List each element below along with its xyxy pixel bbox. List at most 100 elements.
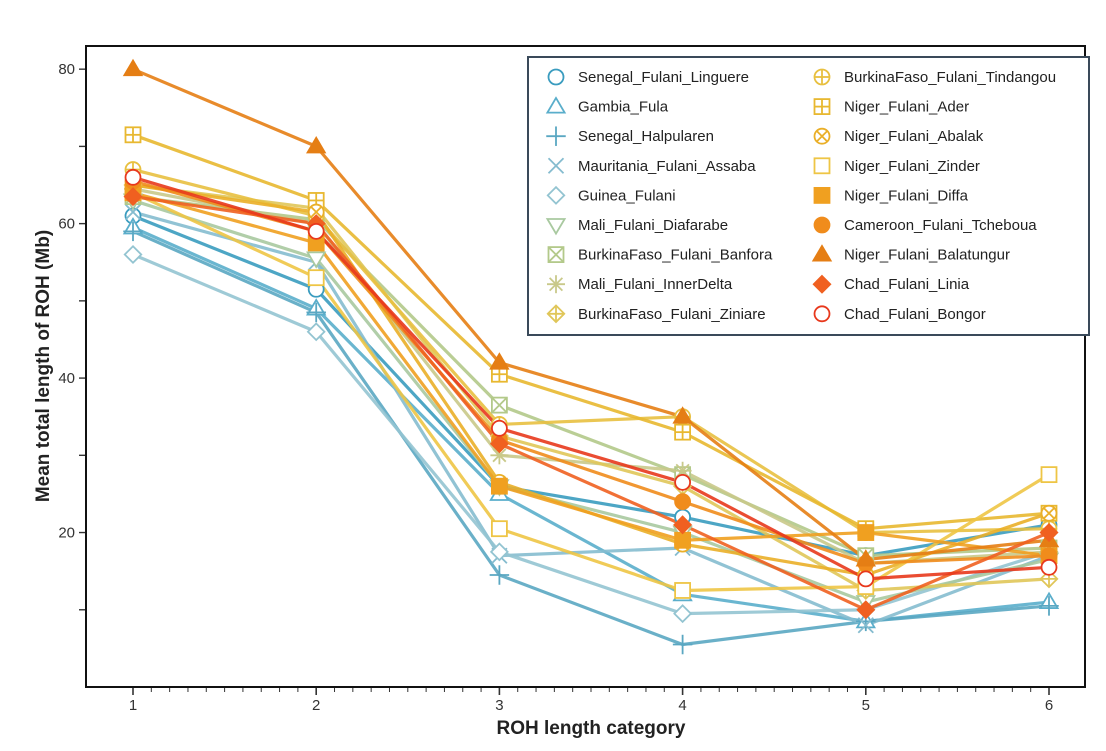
data-point-Niger_Fulani_Balatungur-3 [489,352,510,370]
data-point-Chad_Fulani_Linia-6 [1039,523,1059,543]
y-tick-label: 40 [58,370,75,387]
data-point-Niger_Fulani_Ader-4 [674,423,691,441]
series-line-Mali_Fulani_Diafarabe [132,198,1050,604]
x-axis-title: ROH length category [497,718,686,739]
legend-label: Niger_Fulani_Diffa [844,187,969,204]
data-point-Mauritania_Fulani_Assaba-1 [124,203,142,221]
legend-item-Mali_Fulani_InnerDelta: Mali_Fulani_InnerDelta [547,275,733,294]
data-point-Niger_Fulani_Diffa-3 [490,477,508,495]
data-point-Chad_Fulani_Bongor-6 [1040,558,1058,576]
data-point-Chad_Fulani_Bongor-3 [490,419,508,437]
legend-label: Gambia_Fula [578,99,669,116]
data-point-Niger_Fulani_Zinder-3 [490,520,508,538]
legend-marker-Senegal_Fulani_Linguere [547,68,565,86]
legend-label: Chad_Fulani_Bongor [844,306,986,323]
legend-marker-Mali_Fulani_Diafarabe [545,218,567,236]
data-point-Chad_Fulani_Bongor-1 [124,168,142,186]
legend-item-Cameroon_Fulani_Tcheboua: Cameroon_Fulani_Tcheboua [813,216,1037,234]
legend-item-Niger_Fulani_Abalak: Niger_Fulani_Abalak [813,127,984,145]
legend-label: BurkinaFaso_Fulani_Banfora [578,247,773,264]
legend-item-Chad_Fulani_Linia: Chad_Fulani_Linia [812,274,970,294]
data-point-Chad_Fulani_Linia-3 [489,434,509,454]
legend-marker-Mali_Fulani_InnerDelta [547,275,565,294]
legend-marker-Cameroon_Fulani_Tcheboua [813,216,831,234]
data-point-Niger_Fulani_Ader-1 [124,126,142,144]
y-tick-label: 20 [58,525,75,542]
legend-marker-Niger_Fulani_Diffa [813,186,831,204]
data-point-Niger_Fulani_Balatungur-2 [306,135,327,154]
legend-item-Guinea_Fulani: Guinea_Fulani [546,185,676,205]
x-tick-label: 5 [862,697,870,714]
legend-marker-Niger_Fulani_Ader [813,98,831,115]
data-point-Mauritania_Fulani_Assaba-5 [857,617,874,634]
data-point-Chad_Fulani_Bongor-4 [674,473,691,491]
legend-item-Niger_Fulani_Diffa: Niger_Fulani_Diffa [813,186,969,204]
legend-marker-Senegal_Halpularen [546,126,566,146]
legend-item-BurkinaFaso_Fulani_Tindangou: BurkinaFaso_Fulani_Tindangou [813,68,1056,86]
series-line-Niger_Fulani_Zinder [132,191,1050,593]
legend-label: Senegal_Halpularen [578,128,714,145]
series-lines [132,67,1050,647]
data-point-Niger_Fulani_Zinder-4 [674,582,691,599]
data-point-Chad_Fulani_Linia-5 [856,600,876,620]
legend-item-Niger_Fulani_Ader: Niger_Fulani_Ader [813,98,969,116]
legend-label: Senegal_Fulani_Linguere [578,69,749,86]
legend-item-Mauritania_Fulani_Assaba: Mauritania_Fulani_Assaba [547,157,756,175]
legend-item-Senegal_Halpularen: Senegal_Halpularen [546,126,714,146]
data-point-Senegal_Halpularen-3 [489,565,510,585]
series-line-Niger_Fulani_Ader [132,133,1050,531]
legend: Senegal_Fulani_Linguere Gambia_Fula Senega… [527,56,1090,336]
data-point-Cameroon_Fulani_Tcheboua-4 [674,493,691,511]
data-point-Senegal_Halpularen-4 [672,634,693,655]
data-point-Niger_Fulani_Balatungur-5 [855,549,876,567]
data-point-Senegal_Halpularen-1 [123,221,143,242]
legend-item-Senegal_Fulani_Linguere: Senegal_Fulani_Linguere [547,68,749,86]
data-point-Niger_Fulani_Ader-2 [307,192,325,209]
legend-item-Gambia_Fula: Gambia_Fula [545,96,669,116]
legend-item-Niger_Fulani_Balatungur: Niger_Fulani_Balatungur [811,244,1010,264]
data-point-Chad_Fulani_Linia-1 [123,187,143,207]
legend-box [527,56,1090,336]
data-point-Chad_Fulani_Linia-4 [673,515,693,535]
data-point-Senegal_Halpularen-2 [306,302,326,323]
legend-marker-Niger_Fulani_Balatungur [811,244,833,262]
data-point-Senegal_Halpularen-6 [1039,596,1059,616]
legend-item-BurkinaFaso_Fulani_Ziniare: BurkinaFaso_Fulani_Ziniare [546,304,766,324]
legend-item-BurkinaFaso_Fulani_Banfora: BurkinaFaso_Fulani_Banfora [547,246,773,264]
data-point-Niger_Fulani_Abalak-2 [307,203,325,221]
legend-label: Mauritania_Fulani_Assaba [578,158,756,175]
legend-marker-Niger_Fulani_Zinder [813,157,831,175]
series-line-Chad_Fulani_Linia [132,195,1050,612]
data-point-Chad_Fulani_Bongor-2 [307,222,325,240]
legend-label: Niger_Fulani_Ader [844,99,969,116]
plot-frame [85,45,1086,688]
legend-marker-BurkinaFaso_Fulani_Banfora [547,246,565,264]
series-line-Senegal_Fulani_Linguere [132,214,1050,558]
legend-label: Niger_Fulani_Abalak [844,128,984,145]
legend-label: Chad_Fulani_Linia [844,276,970,293]
legend-label: Guinea_Fulani [578,187,676,204]
data-point-Guinea_Fulani-1 [123,244,143,265]
data-point-Niger_Fulani_Abalak-6 [1040,504,1058,522]
legend-marker-BurkinaFaso_Fulani_Ziniare [546,304,566,324]
data-point-Mali_Fulani_Diafarabe-2 [306,251,327,269]
data-point-Niger_Fulani_Diffa-4 [674,531,691,549]
legend-marker-Gambia_Fula [545,96,567,114]
data-point-BurkinaFaso_Fulani_Banfora-3 [490,396,508,414]
series-line-BurkinaFaso_Fulani_Banfora [132,195,1050,558]
legend-label: Cameroon_Fulani_Tcheboua [844,217,1037,234]
x-tick-label: 1 [129,697,137,714]
series-line-Mauritania_Fulani_Assaba [132,210,1050,627]
data-point-Niger_Fulani_Diffa-5 [857,524,875,541]
legend-marker-Niger_Fulani_Abalak [813,127,831,145]
data-point-Niger_Fulani_Zinder-2 [307,269,325,287]
data-point-Chad_Fulani_Bongor-5 [857,570,875,588]
series-line-Niger_Fulani_Diffa [132,191,1050,558]
legend-marker-Chad_Fulani_Bongor [813,305,831,323]
data-point-Niger_Fulani_Zinder-6 [1040,466,1058,484]
legend-label: Mali_Fulani_InnerDelta [578,276,733,293]
data-point-Niger_Fulani_Balatungur-4 [672,406,693,424]
series-line-Senegal_Halpularen [132,229,1050,647]
legend-label: Niger_Fulani_Balatungur [844,247,1010,264]
